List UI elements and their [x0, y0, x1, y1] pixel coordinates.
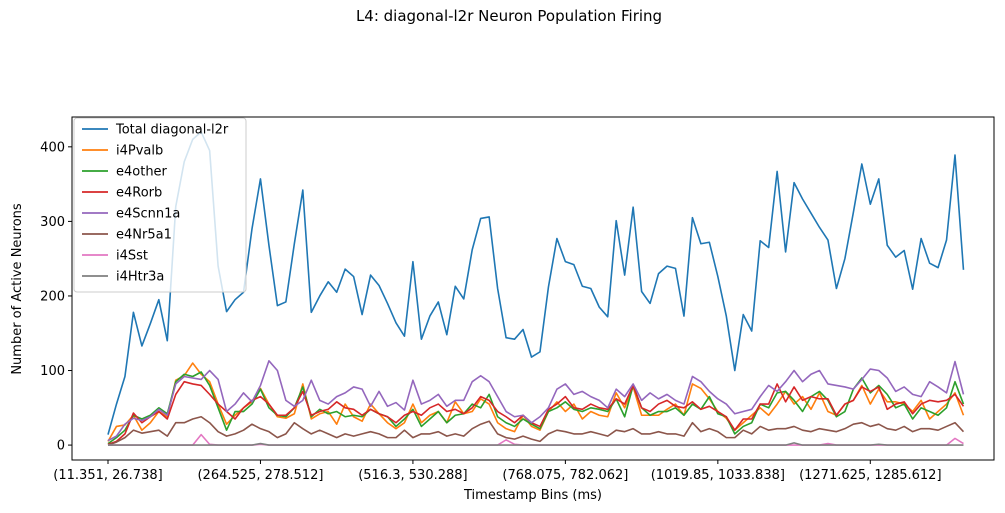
legend-label: i4Htr3a — [116, 270, 164, 285]
legend-label: e4Nr5a1 — [116, 228, 172, 243]
x-axis-ticks: (11.351, 26.738] (264.525, 278.512] (516.3… — [53, 460, 942, 483]
legend-label: i4Sst — [116, 249, 148, 264]
legend-box — [73, 117, 247, 293]
legend-label: i4Pvalb — [116, 144, 163, 159]
plot-frame — [71, 116, 995, 461]
y-tick-label: 200 — [40, 289, 65, 304]
y-tick-label: 400 — [40, 140, 65, 155]
series-line-e4scnn1a — [107, 360, 965, 442]
series-layer — [107, 131, 965, 446]
legend-label: e4other — [116, 165, 168, 180]
y-tick-label: 100 — [40, 364, 65, 379]
y-axis-ticks: 0 100 200 300 400 — [40, 140, 72, 454]
series-line-i4htr3a — [108, 442, 964, 446]
chart-title: L4: diagonal-l2r Neuron Population Firin… — [356, 7, 662, 25]
legend-label: e4Scnn1a — [116, 207, 180, 222]
legend-label: Total diagonal-l2r — [115, 123, 229, 138]
x-tick-label: (768.075, 782.062] — [502, 468, 628, 483]
x-tick-label: (1019.85, 1033.838] — [651, 468, 785, 483]
series-line-i4pvalb — [107, 362, 965, 442]
series-line-e4other — [107, 371, 965, 445]
x-tick-label: (11.351, 26.738] — [53, 468, 162, 483]
series-line-e4rorb — [107, 380, 965, 446]
x-tick-label: (516.3, 530.288] — [358, 468, 467, 483]
legend-label: e4Rorb — [116, 186, 162, 201]
x-tick-label: (1271.625, 1285.612] — [799, 468, 941, 483]
series-line-total-diagonal-l2r — [107, 131, 965, 435]
y-tick-label: 300 — [40, 215, 65, 230]
y-axis-label: Number of Active Neurons — [10, 203, 25, 375]
x-axis-label: Timestamp Bins (ms) — [463, 488, 602, 503]
series-line-e4nr5a1 — [107, 415, 965, 446]
y-tick-label: 0 — [57, 439, 65, 454]
legend: Total diagonal-l2r i4Pvalb e4other e4Rorb e4… — [73, 117, 247, 293]
x-tick-label: (264.525, 278.512] — [197, 468, 323, 483]
